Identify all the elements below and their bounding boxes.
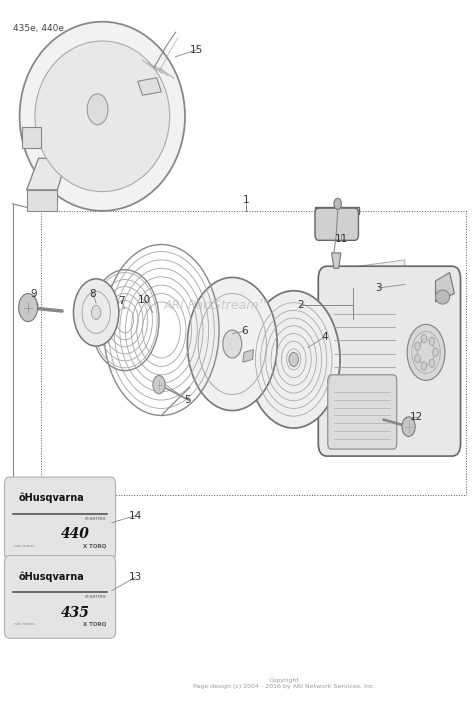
FancyBboxPatch shape (4, 555, 116, 638)
Polygon shape (27, 159, 67, 190)
Text: 8: 8 (90, 289, 96, 298)
Circle shape (18, 293, 37, 322)
Polygon shape (27, 190, 57, 211)
Circle shape (334, 198, 341, 209)
Text: ARI PartStream™: ARI PartStream™ (164, 299, 272, 312)
Circle shape (73, 279, 119, 346)
Circle shape (415, 342, 420, 350)
Ellipse shape (19, 22, 185, 211)
Circle shape (247, 291, 340, 428)
Ellipse shape (436, 290, 450, 304)
Text: 12: 12 (410, 412, 423, 422)
Circle shape (407, 324, 445, 380)
Text: 435: 435 (61, 606, 90, 620)
Circle shape (433, 348, 438, 357)
Text: X TORQ: X TORQ (83, 543, 107, 548)
Text: X TORQ: X TORQ (83, 622, 107, 627)
Text: 1: 1 (243, 195, 250, 206)
Polygon shape (436, 272, 455, 302)
Text: not meas.: not meas. (14, 623, 36, 626)
Circle shape (153, 376, 165, 394)
Text: 2: 2 (298, 300, 304, 310)
Circle shape (429, 359, 435, 368)
FancyBboxPatch shape (315, 208, 358, 240)
Circle shape (415, 355, 420, 363)
Bar (41, 211, 466, 495)
Polygon shape (138, 78, 161, 95)
Text: 11: 11 (334, 234, 347, 244)
Text: ôHusqvarna: ôHusqvarna (19, 493, 85, 503)
Text: 13: 13 (129, 572, 142, 582)
Text: 15: 15 (190, 45, 203, 55)
Text: e-series: e-series (85, 516, 107, 521)
Text: ôHusqvarna: ôHusqvarna (19, 571, 85, 581)
Text: 5: 5 (184, 395, 191, 405)
Text: 10: 10 (138, 295, 151, 305)
Circle shape (421, 362, 427, 370)
Circle shape (402, 417, 415, 437)
Text: 6: 6 (241, 326, 247, 336)
FancyBboxPatch shape (318, 266, 461, 456)
Text: not meas.: not meas. (14, 544, 36, 548)
Text: 9: 9 (30, 289, 37, 298)
Polygon shape (331, 253, 341, 268)
Circle shape (421, 335, 427, 343)
Text: 4: 4 (321, 332, 328, 342)
FancyBboxPatch shape (4, 477, 116, 559)
Text: 7: 7 (118, 296, 125, 305)
Ellipse shape (35, 41, 170, 192)
Polygon shape (353, 260, 405, 310)
Circle shape (289, 352, 299, 366)
Polygon shape (22, 127, 41, 148)
Circle shape (91, 305, 101, 319)
Circle shape (429, 337, 435, 345)
Circle shape (187, 277, 277, 411)
Text: 440: 440 (61, 527, 90, 541)
Circle shape (223, 330, 242, 358)
Polygon shape (243, 350, 254, 362)
Polygon shape (315, 207, 359, 214)
Text: Copyright
Page design (c) 2004 - 2016 by ARI Network Services, Inc.: Copyright Page design (c) 2004 - 2016 by… (193, 678, 375, 689)
Text: 435e, 440e: 435e, 440e (12, 24, 64, 33)
Text: 14: 14 (129, 510, 142, 521)
Text: e-series: e-series (85, 595, 107, 600)
Circle shape (87, 94, 108, 125)
FancyBboxPatch shape (328, 375, 397, 449)
Text: 3: 3 (375, 283, 382, 293)
